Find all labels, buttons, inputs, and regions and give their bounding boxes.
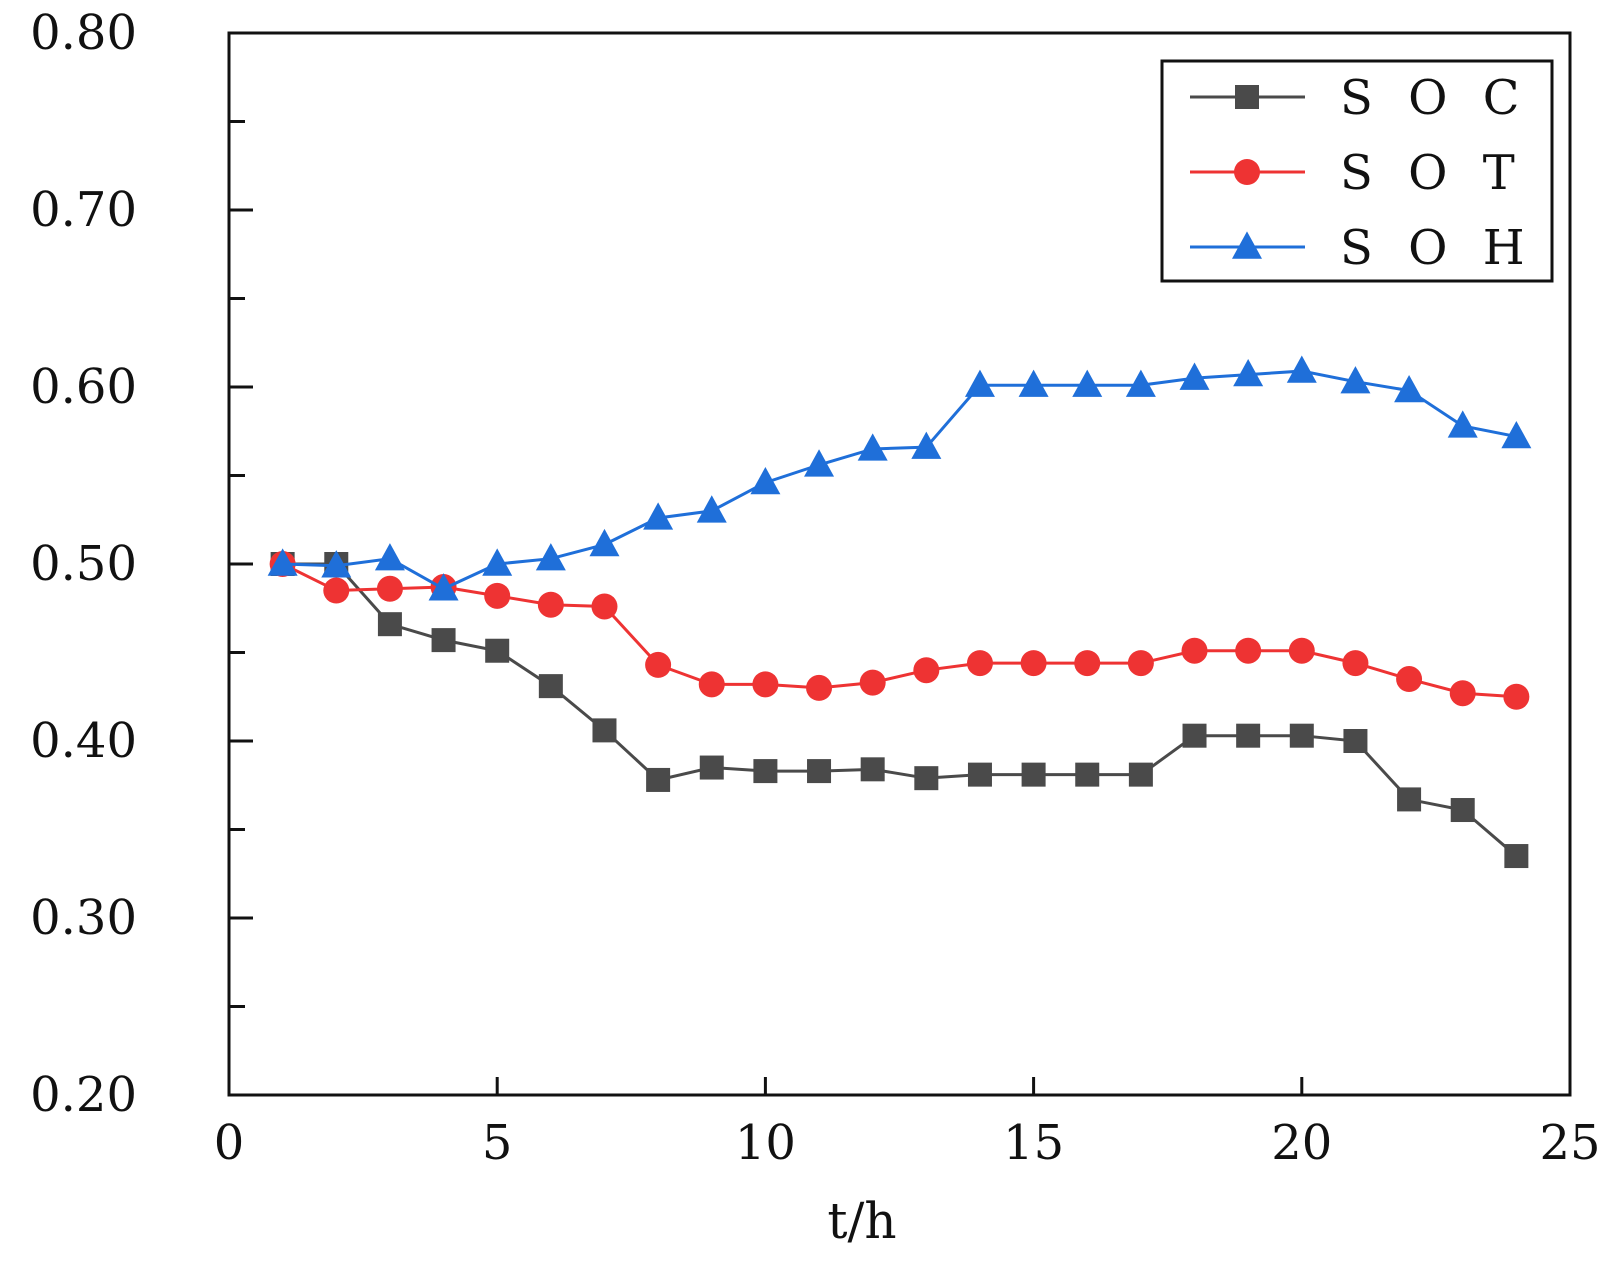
y-tick-label: 0.20 — [30, 1067, 137, 1123]
series-soh-point — [1394, 374, 1425, 403]
series-soh-point — [589, 528, 620, 557]
series-soh-point — [804, 449, 835, 477]
series-sot-point — [323, 577, 350, 604]
series-soc-point — [1343, 729, 1368, 753]
legend-item-sot: S O T — [1190, 145, 1525, 201]
series-sot-point — [537, 591, 564, 618]
series-soh-point — [482, 548, 513, 576]
series-sot-point — [1235, 637, 1262, 664]
series-sot-point — [1020, 650, 1047, 677]
legend: S O C S O T S O H — [1160, 59, 1554, 283]
series-soc-point — [807, 759, 832, 784]
series-soc-point — [699, 755, 724, 780]
series-soc-point — [377, 612, 402, 637]
series-sot-point — [966, 650, 993, 677]
series-soc-point — [967, 762, 992, 787]
series-sot-point — [1449, 680, 1476, 707]
series-soc-point — [1397, 787, 1422, 812]
series-soh-point — [428, 573, 459, 601]
x-tick-label: 0 — [214, 1115, 245, 1171]
series-sot-point — [806, 674, 833, 701]
series-sot-point — [1503, 683, 1530, 710]
series-soc-point — [1075, 762, 1100, 787]
series-soh-point — [1447, 410, 1478, 438]
series-sot-point — [376, 575, 403, 602]
legend-items: S O C S O T S O H — [1190, 70, 1535, 276]
y-tick-label: 0.50 — [30, 536, 137, 592]
series-sot-point — [1181, 637, 1208, 664]
series-soc-point — [914, 766, 939, 791]
series-soc-point — [592, 718, 617, 743]
legend-swatch-marker — [1232, 231, 1262, 259]
series-soc-point — [1450, 798, 1475, 823]
series-soh-point — [1233, 359, 1264, 387]
series-soc-point — [1128, 762, 1153, 787]
series-soh-point — [857, 433, 888, 461]
y-tick-label: 0.30 — [30, 890, 137, 946]
series-sot-point — [1288, 637, 1315, 664]
series-soh-point — [1018, 369, 1049, 397]
series-sot-point — [859, 669, 886, 696]
legend-swatch-marker — [1234, 159, 1260, 185]
series-layer — [267, 355, 1532, 869]
series-soh-point — [321, 550, 352, 578]
x-axis-title: t/h — [827, 1192, 896, 1250]
series-sot-point — [484, 582, 511, 609]
series-soc-point — [1289, 723, 1314, 748]
x-tick-label: 25 — [1539, 1115, 1600, 1171]
legend-label: S O C — [1340, 70, 1529, 126]
series-soh-point — [267, 548, 298, 576]
legend-item-soc: S O C — [1190, 70, 1529, 126]
y-tick-label: 0.80 — [30, 5, 137, 61]
series-soc-point — [1504, 844, 1529, 869]
series-soc-point — [1236, 723, 1261, 748]
legend-item-soh: S O H — [1190, 220, 1535, 276]
series-soh-point — [1072, 369, 1103, 397]
series-soh-point — [643, 502, 674, 530]
series-soh-point — [696, 495, 727, 523]
legend-label: S O H — [1340, 220, 1535, 276]
x-tick-label: 5 — [482, 1115, 513, 1171]
axis-layer: 0 5 10 15 20 25 0.20 0.30 0.40 0.50 0.60 0.70 0.80 — [30, 5, 1600, 1171]
y-tick-label: 0.40 — [30, 713, 137, 769]
series-sot-point — [1342, 650, 1369, 677]
series-soc-point — [538, 674, 563, 699]
series-soc-point — [485, 638, 510, 663]
series-sot-point — [1074, 650, 1101, 677]
series-soh-point — [1286, 355, 1317, 383]
series-soh-point — [1501, 420, 1532, 449]
series-sot-point — [645, 651, 672, 678]
y-tick-label: 0.60 — [30, 359, 137, 415]
x-tick-label: 10 — [735, 1115, 796, 1171]
series-soh — [267, 355, 1532, 601]
series-soh-point — [1340, 366, 1371, 394]
series-sot-point — [752, 671, 779, 698]
series-soc-point — [860, 757, 885, 782]
series-soh-point — [535, 543, 566, 571]
series-soh-point — [964, 369, 995, 397]
series-sot-point — [698, 671, 725, 698]
series-soh-point — [911, 431, 942, 459]
series-soc-point — [1182, 723, 1207, 748]
series-sot-point — [1127, 650, 1154, 677]
series-soh-point — [1125, 369, 1156, 397]
series-soc-point — [646, 767, 671, 792]
series-sot-point — [591, 593, 618, 620]
series-soh-point — [374, 543, 405, 571]
legend-swatch-marker — [1235, 85, 1259, 109]
series-sot-point — [913, 657, 940, 684]
legend-label: S O T — [1340, 145, 1525, 201]
series-soc-point — [753, 759, 778, 784]
series-soc-point — [431, 628, 456, 653]
x-tick-label: 15 — [1003, 1115, 1064, 1171]
series-soc-point — [1021, 762, 1046, 787]
series-soh-point — [750, 466, 781, 495]
series-sot-point — [1396, 666, 1423, 693]
x-tick-label: 20 — [1271, 1115, 1332, 1171]
series-soh-point — [1179, 362, 1210, 390]
y-tick-label: 0.70 — [30, 182, 137, 238]
